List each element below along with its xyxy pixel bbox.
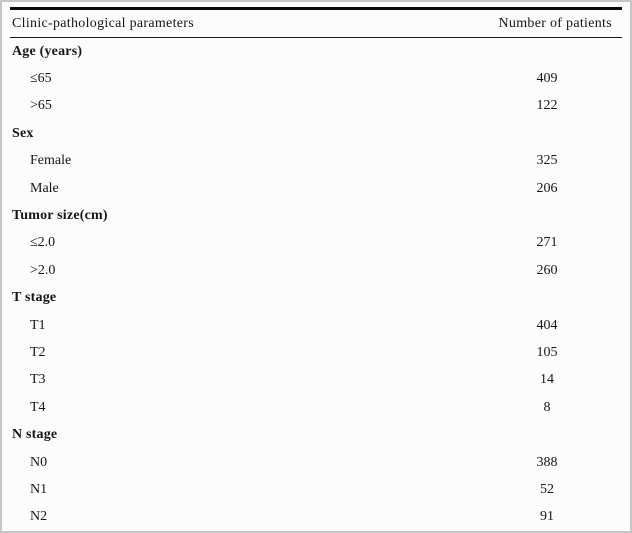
table-row: N0 388 bbox=[10, 449, 622, 476]
table-row: T4 8 bbox=[10, 394, 622, 421]
table-row: T3 14 bbox=[10, 367, 622, 394]
row-value: 91 bbox=[540, 509, 554, 525]
table-row: Age (years) bbox=[10, 38, 622, 65]
row-value: 409 bbox=[536, 71, 558, 87]
row-label: N2 bbox=[30, 509, 48, 525]
row-label: N0 bbox=[30, 454, 48, 470]
table-header-row: Clinic-pathological parameters Number of… bbox=[10, 10, 622, 38]
column-header-parameters: Clinic-pathological parameters bbox=[12, 15, 194, 31]
table-row: Female 325 bbox=[10, 148, 622, 175]
row-label: Sex bbox=[12, 125, 34, 141]
clinic-pathological-table: Clinic-pathological parameters Number of… bbox=[10, 7, 622, 531]
table-row: T2 105 bbox=[10, 339, 622, 366]
row-value: 404 bbox=[536, 317, 558, 333]
row-label: T stage bbox=[12, 290, 57, 306]
row-label: ≤65 bbox=[30, 71, 52, 87]
table-row: N2 91 bbox=[10, 504, 622, 531]
column-header-number-of-patients: Number of patients bbox=[498, 15, 612, 31]
row-label: >65 bbox=[30, 98, 52, 114]
row-label: T3 bbox=[30, 372, 46, 388]
table-row: T stage bbox=[10, 285, 622, 312]
table-row: N stage bbox=[10, 421, 622, 448]
row-label: T1 bbox=[30, 317, 46, 333]
table-row: ≤65 409 bbox=[10, 65, 622, 92]
row-value: 388 bbox=[536, 454, 558, 470]
table-row: N1 52 bbox=[10, 476, 622, 503]
row-value: 271 bbox=[536, 235, 558, 251]
row-label: T4 bbox=[30, 399, 46, 415]
table-body: Age (years) ≤65 409 >65 122 Sex Female 3… bbox=[10, 38, 622, 531]
row-value: 14 bbox=[540, 372, 554, 388]
row-value: 105 bbox=[536, 344, 558, 360]
row-label: N stage bbox=[12, 427, 58, 443]
table-row: Male 206 bbox=[10, 175, 622, 202]
row-label: ≤2.0 bbox=[30, 235, 56, 251]
row-value: 122 bbox=[536, 98, 558, 114]
row-label: N1 bbox=[30, 481, 48, 497]
table-top-rule bbox=[10, 7, 622, 10]
row-label: Female bbox=[30, 153, 72, 169]
table-row: ≤2.0 271 bbox=[10, 230, 622, 257]
row-label: >2.0 bbox=[30, 262, 56, 278]
row-value: 260 bbox=[536, 262, 558, 278]
table-row: Tumor size(cm) bbox=[10, 202, 622, 229]
row-label: T2 bbox=[30, 344, 46, 360]
row-value: 8 bbox=[543, 399, 551, 415]
row-value: 206 bbox=[536, 180, 558, 196]
table-row: >65 122 bbox=[10, 93, 622, 120]
row-label: Age (years) bbox=[12, 43, 83, 59]
table-row: >2.0 260 bbox=[10, 257, 622, 284]
row-label: Male bbox=[30, 180, 59, 196]
table-row: Sex bbox=[10, 120, 622, 147]
row-label: Tumor size(cm) bbox=[12, 208, 108, 224]
table-row: T1 404 bbox=[10, 312, 622, 339]
row-value: 52 bbox=[540, 481, 554, 497]
row-value: 325 bbox=[536, 153, 558, 169]
